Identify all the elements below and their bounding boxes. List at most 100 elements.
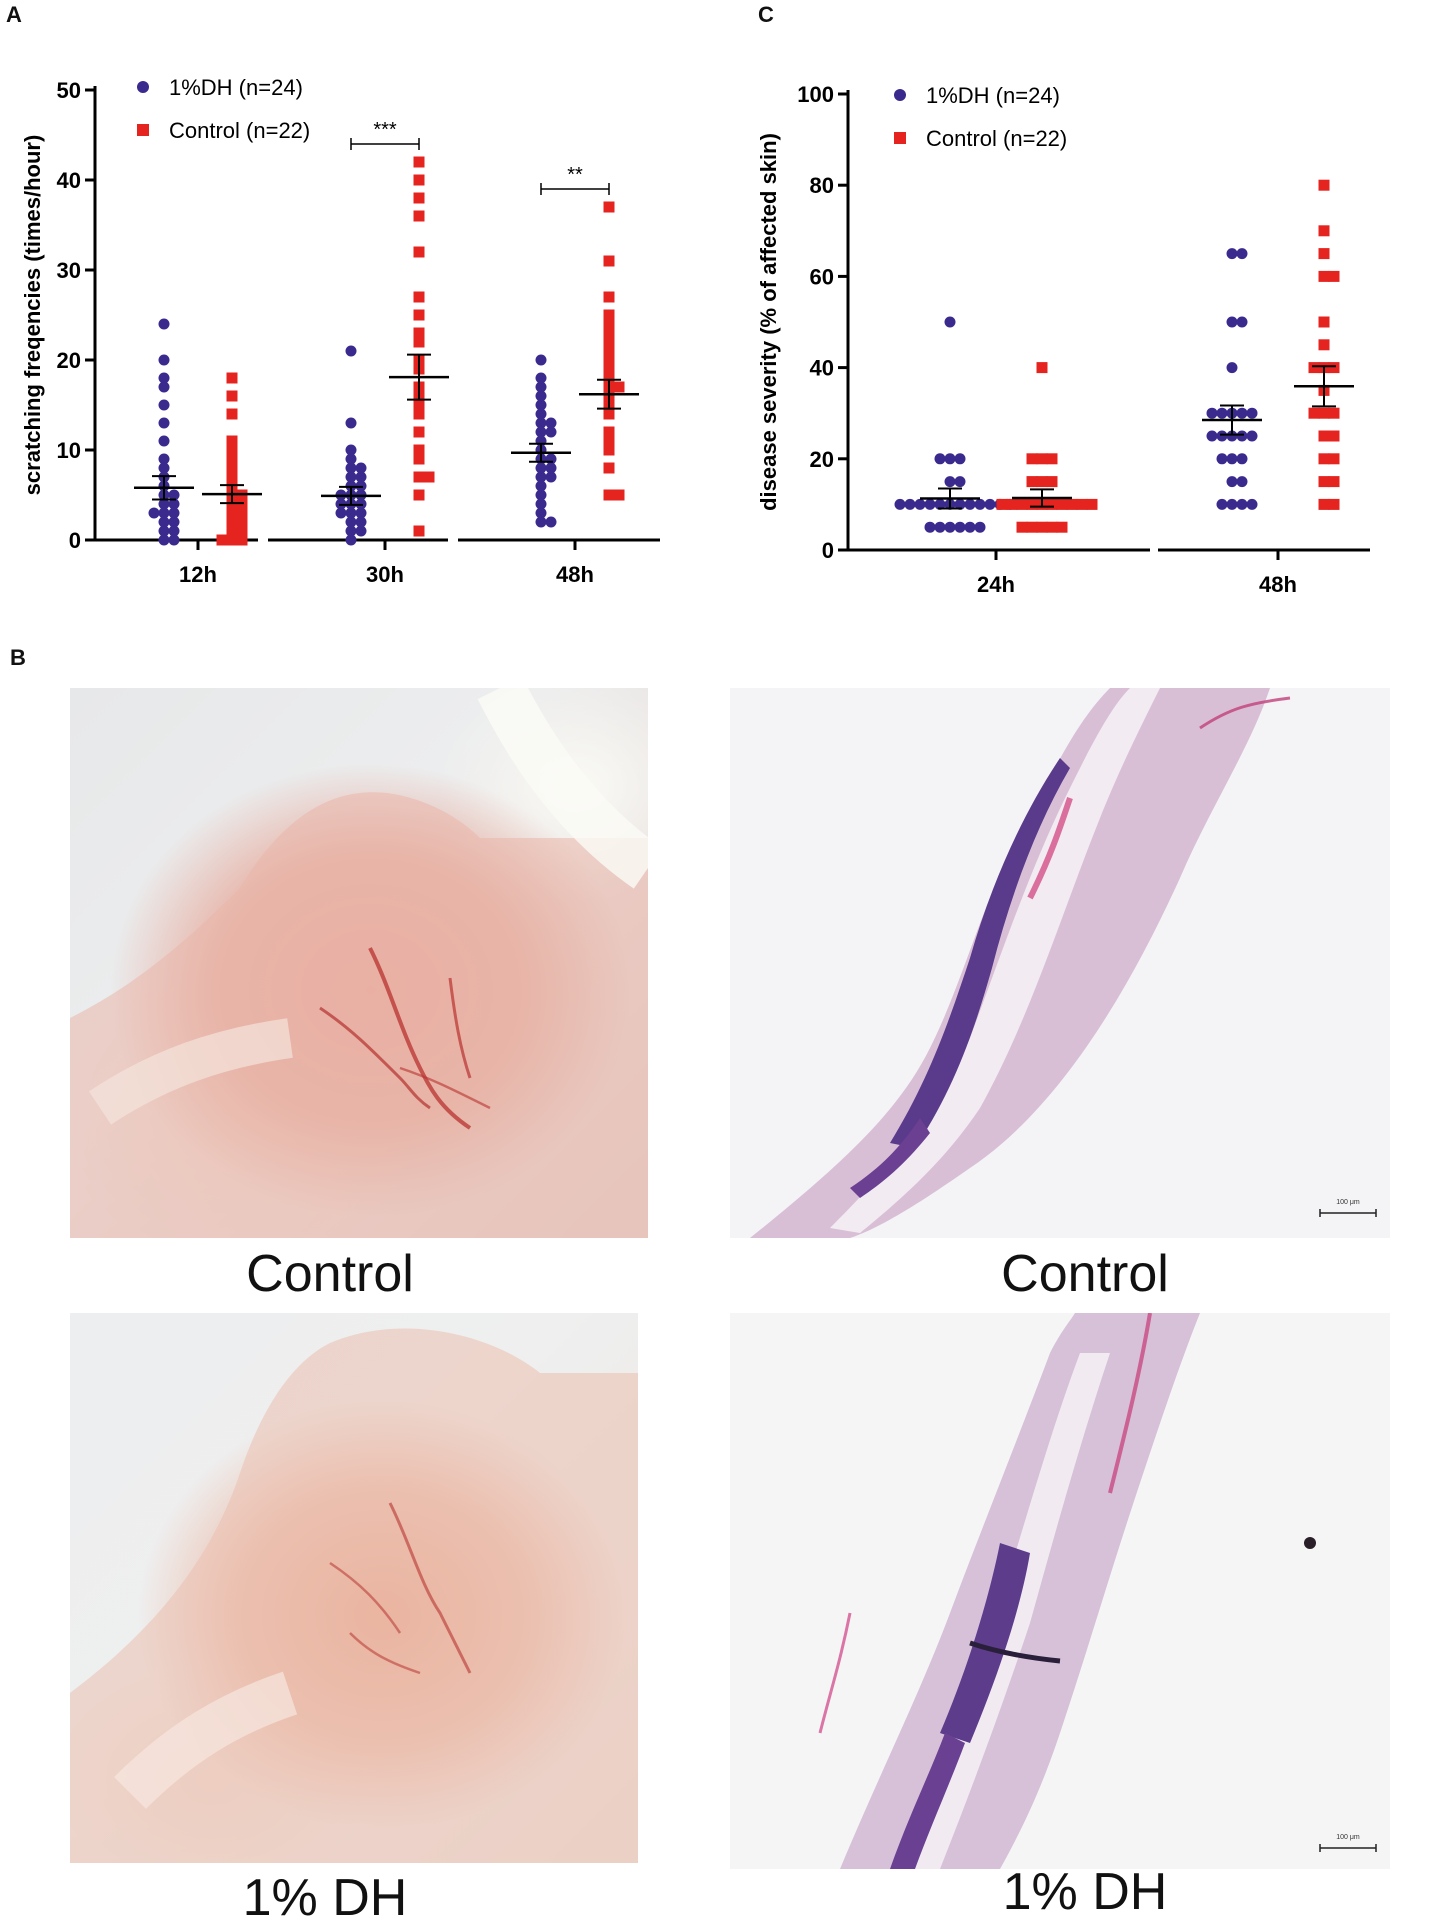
data-point [423,471,435,483]
y-tick-label: 40 [810,356,834,381]
data-point [1016,521,1028,533]
data-point [545,471,557,483]
data-point [1076,498,1088,510]
data-point [158,372,170,384]
y-axis-label: disease severity (% of affected skin) [756,133,781,511]
data-point [944,476,956,488]
data-point [158,381,170,393]
data-point [603,336,615,348]
data-point [413,174,425,186]
data-point [158,399,170,411]
data-point [1046,453,1058,465]
data-point [158,318,170,330]
panel-label-b: B [10,645,26,670]
x-axis-break [448,537,458,543]
legend-marker [894,89,906,101]
data-point [335,507,347,519]
data-point [1328,362,1340,374]
data-point [226,516,238,528]
data-point [1318,407,1330,419]
data-point [1236,430,1248,442]
y-axis-label: scratching freqencies (times/hour) [20,135,45,496]
data-point [964,498,976,510]
data-point [1318,476,1330,488]
legend-marker [137,81,149,93]
data-point [1216,453,1228,465]
control-ear-vessels [70,688,648,1238]
data-point [535,507,547,519]
data-point [1328,476,1340,488]
data-point [535,372,547,384]
data-point [914,498,926,510]
data-point [355,507,367,519]
data-point [1046,476,1058,488]
x-tick-label: 12h [179,562,217,587]
data-point [603,462,615,474]
x-axis-break [1150,547,1158,553]
data-point [1226,316,1238,328]
data-point [413,210,425,222]
data-point [1236,476,1248,488]
data-point [1036,521,1048,533]
data-point [535,462,547,474]
data-point [1046,521,1058,533]
data-point [1206,430,1218,442]
data-point [413,309,425,321]
data-point [413,399,425,411]
data-point [148,507,160,519]
data-point [1226,248,1238,260]
legend-label: Control (n=22) [169,118,310,143]
data-point [944,521,956,533]
data-point [603,201,615,213]
legend-label: 1%DH (n=24) [169,75,303,100]
data-point [545,426,557,438]
data-point [1036,453,1048,465]
data-point [168,507,180,519]
data-point [603,354,615,366]
data-point [1318,453,1330,465]
data-point [934,521,946,533]
data-point [345,417,357,429]
caption-dh-photo: 1% DH [242,1869,408,1927]
data-point [216,534,228,546]
x-axis-break [258,537,268,543]
data-point [1246,498,1258,510]
data-point [158,354,170,366]
data-point [1226,498,1238,510]
y-tick-label: 10 [57,438,81,463]
data-point [158,534,170,546]
panel-label-c: C [758,2,774,27]
data-point [535,381,547,393]
data-point [413,327,425,339]
data-point [603,408,615,420]
data-point [1236,248,1248,260]
data-point [1216,407,1228,419]
dh-histology-image: 100 μm [730,1313,1390,1869]
data-point [168,525,180,537]
data-point [1236,453,1248,465]
data-point [1308,362,1320,374]
data-point [1216,430,1228,442]
data-point [1216,498,1228,510]
data-point [954,453,966,465]
y-tick-label: 80 [810,173,834,198]
y-tick-label: 40 [57,168,81,193]
data-point [603,435,615,447]
data-point [1056,498,1068,510]
data-point [934,453,946,465]
data-point [535,354,547,366]
y-tick-label: 0 [822,538,834,563]
significance-label: ** [567,164,583,186]
data-point [1318,225,1330,237]
data-point [974,498,986,510]
scratching-frequency-chart: 0 10 20 30 40 50 scratching freqencies (times/… [20,75,660,587]
control-tissue-section [750,688,1377,1238]
data-point [603,489,615,501]
dh-tissue-section [818,1313,1377,1869]
data-point [1236,407,1248,419]
control-ear-photo [70,688,648,1238]
data-point [944,453,956,465]
data-point [158,417,170,429]
data-point [345,444,357,456]
data-point [894,498,906,510]
